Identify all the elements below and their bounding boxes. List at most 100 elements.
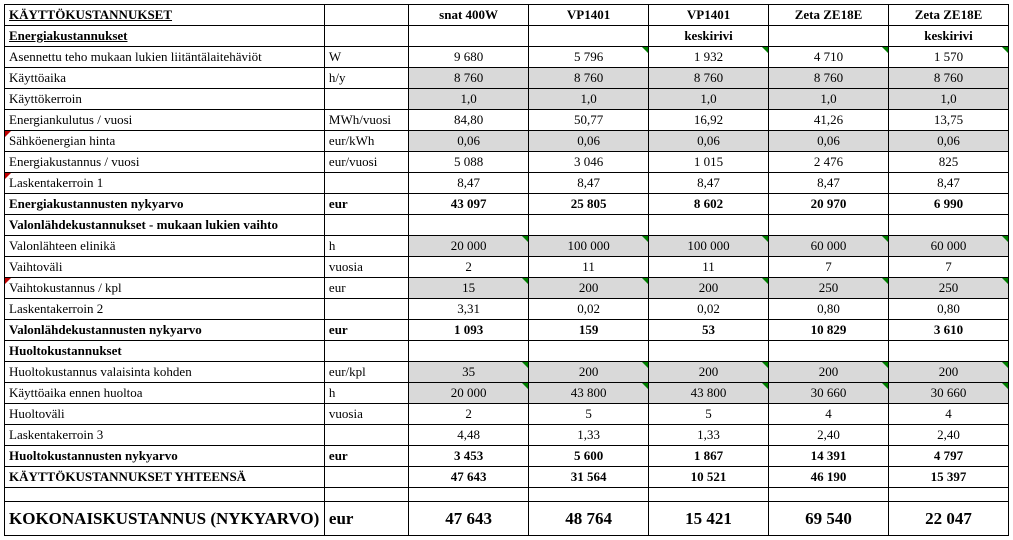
row-operating_hours-c2: 8 760 (529, 68, 649, 89)
row-hours_before_maint-c4: 30 660 (769, 383, 889, 404)
row-operating_hours-c4: 8 760 (769, 68, 889, 89)
row-label-energy_cost_year: Energiakustannus / vuosi (5, 152, 325, 173)
section-lightsource-title: Valonlähdekustannukset - mukaan lukien v… (5, 215, 325, 236)
row-energy_npv-c1: 43 097 (409, 194, 529, 215)
row-energy_cost_year-c2: 3 046 (529, 152, 649, 173)
row-label-maint_npv: Huoltokustannusten nykyarvo (5, 446, 325, 467)
row-calc_factor3-c5: 2,40 (888, 425, 1008, 446)
row-usage_factor-c5: 1,0 (888, 89, 1008, 110)
row-calc_factor2-c1: 3,31 (409, 299, 529, 320)
row-energy_price-c5: 0,06 (888, 131, 1008, 152)
row-unit-energy_cost_year: eur/vuosi (324, 152, 408, 173)
row-installed_power-c1: 9 680 (409, 47, 529, 68)
row-calc_factor1-c5: 8,47 (888, 173, 1008, 194)
row-unit-replace_cost: eur (324, 278, 408, 299)
sub-3: keskirivi (649, 26, 769, 47)
blank (769, 341, 889, 362)
row-calc_factor2-c2: 0,02 (529, 299, 649, 320)
spacer-cell (529, 488, 649, 502)
row-unit-energy_price: eur/kWh (324, 131, 408, 152)
spacer-cell (649, 488, 769, 502)
row-maint_npv-c1: 3 453 (409, 446, 529, 467)
row-label-calc_factor3: Laskentakerroin 3 (5, 425, 325, 446)
row-energy_cost_year-c1: 5 088 (409, 152, 529, 173)
row-unit-calc_factor2 (324, 299, 408, 320)
unit-blank (324, 5, 408, 26)
operating-total-c1: 47 643 (409, 467, 529, 488)
row-maint_interval-c4: 4 (769, 404, 889, 425)
row-energy_npv-c2: 25 805 (529, 194, 649, 215)
row-usage_factor-c2: 1,0 (529, 89, 649, 110)
row-replace_cost-c5: 250 (888, 278, 1008, 299)
blank (409, 341, 529, 362)
unit-blank (324, 467, 408, 488)
row-unit-maint_npv: eur (324, 446, 408, 467)
col-header-3: VP1401 (649, 5, 769, 26)
blank (649, 341, 769, 362)
operating-total-c2: 31 564 (529, 467, 649, 488)
row-maint_cost_unit-c1: 35 (409, 362, 529, 383)
row-replace_cost-c1: 15 (409, 278, 529, 299)
row-lamp_life-c3: 100 000 (649, 236, 769, 257)
unit-blank (324, 341, 408, 362)
row-maint_npv-c4: 14 391 (769, 446, 889, 467)
row-usage_factor-c1: 1,0 (409, 89, 529, 110)
col-header-5: Zeta ZE18E (888, 5, 1008, 26)
row-label-energy_price: Sähköenergian hinta (5, 131, 325, 152)
row-replace_interval-c4: 7 (769, 257, 889, 278)
row-replace_cost-c3: 200 (649, 278, 769, 299)
row-replace_interval-c2: 11 (529, 257, 649, 278)
row-maint_npv-c5: 4 797 (888, 446, 1008, 467)
row-lamp_life-c1: 20 000 (409, 236, 529, 257)
row-label-usage_factor: Käyttökerroin (5, 89, 325, 110)
row-energy_cost_year-c5: 825 (888, 152, 1008, 173)
section-operating-title: KÄYTTÖKUSTANNUKSET (5, 5, 325, 26)
row-label-calc_factor2: Laskentakerroin 2 (5, 299, 325, 320)
row-label-calc_factor1: Laskentakerroin 1 (5, 173, 325, 194)
blank (529, 215, 649, 236)
row-operating_hours-c3: 8 760 (649, 68, 769, 89)
unit-blank (324, 26, 408, 47)
row-unit-usage_factor (324, 89, 408, 110)
row-calc_factor3-c3: 1,33 (649, 425, 769, 446)
row-energy_cost_year-c4: 2 476 (769, 152, 889, 173)
row-operating_hours-c5: 8 760 (888, 68, 1008, 89)
row-label-lightsource_npv: Valonlähdekustannusten nykyarvo (5, 320, 325, 341)
spacer-cell (769, 488, 889, 502)
row-installed_power-c5: 1 570 (888, 47, 1008, 68)
row-maint_npv-c2: 5 600 (529, 446, 649, 467)
row-energy_npv-c5: 6 990 (888, 194, 1008, 215)
row-unit-replace_interval: vuosia (324, 257, 408, 278)
grand-total-c1: 47 643 (409, 502, 529, 536)
operating-total-label: KÄYTTÖKUSTANNUKSET YHTEENSÄ (5, 467, 325, 488)
row-label-operating_hours: Käyttöaika (5, 68, 325, 89)
row-unit-calc_factor1 (324, 173, 408, 194)
col-header-2: VP1401 (529, 5, 649, 26)
spacer-cell (409, 488, 529, 502)
grand-total-c2: 48 764 (529, 502, 649, 536)
row-energy_consumption-c5: 13,75 (888, 110, 1008, 131)
row-installed_power-c2: 5 796 (529, 47, 649, 68)
grand-total-c5: 22 047 (888, 502, 1008, 536)
row-energy_consumption-c3: 16,92 (649, 110, 769, 131)
operating-total-c5: 15 397 (888, 467, 1008, 488)
row-lightsource_npv-c1: 1 093 (409, 320, 529, 341)
row-replace_cost-c4: 250 (769, 278, 889, 299)
row-lamp_life-c5: 60 000 (888, 236, 1008, 257)
row-maint_interval-c1: 2 (409, 404, 529, 425)
row-lightsource_npv-c4: 10 829 (769, 320, 889, 341)
blank (888, 215, 1008, 236)
row-label-hours_before_maint: Käyttöaika ennen huoltoa (5, 383, 325, 404)
row-label-energy_consumption: Energiankulutus / vuosi (5, 110, 325, 131)
grand-total-label: KOKONAISKUSTANNUS (NYKYARVO) (5, 502, 325, 536)
grand-total-c3: 15 421 (649, 502, 769, 536)
row-maint_interval-c3: 5 (649, 404, 769, 425)
row-energy_consumption-c2: 50,77 (529, 110, 649, 131)
row-maint_npv-c3: 1 867 (649, 446, 769, 467)
row-operating_hours-c1: 8 760 (409, 68, 529, 89)
row-lamp_life-c4: 60 000 (769, 236, 889, 257)
row-calc_factor2-c3: 0,02 (649, 299, 769, 320)
blank (409, 215, 529, 236)
row-lightsource_npv-c3: 53 (649, 320, 769, 341)
operating-total-c4: 46 190 (769, 467, 889, 488)
